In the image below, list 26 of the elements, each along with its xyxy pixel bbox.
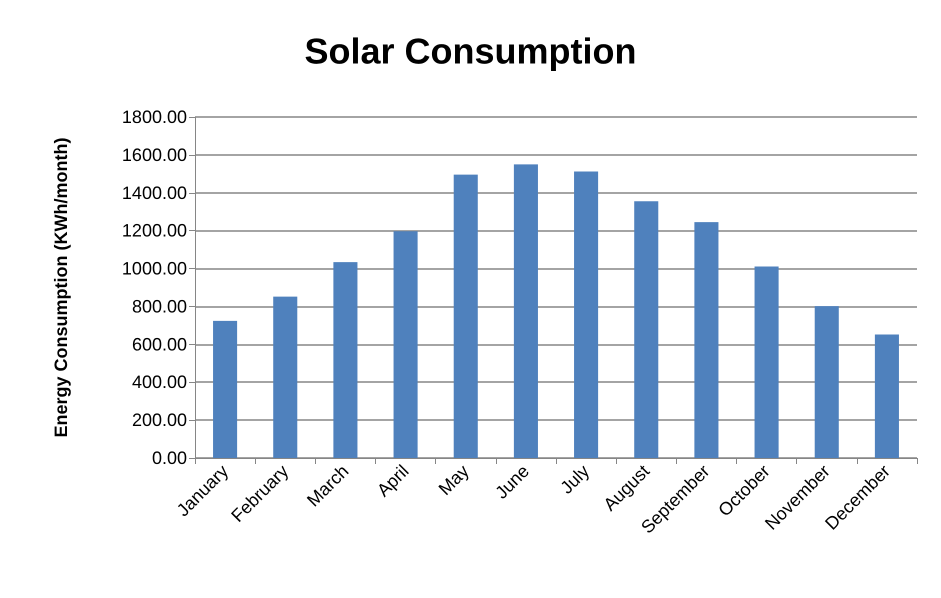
y-tick-label: 200.00 (132, 410, 187, 430)
bar (694, 222, 718, 458)
bar (394, 231, 418, 458)
y-tick-label: 1200.00 (122, 220, 187, 241)
bar (273, 296, 298, 458)
bar (333, 262, 358, 458)
y-axis-title: Energy Consumption (KWh/month) (51, 138, 71, 438)
y-tick-label: 0.00 (152, 448, 187, 468)
y-tick-label: 600.00 (132, 334, 187, 354)
y-tick-label: 1600.00 (122, 144, 187, 165)
bar (874, 334, 899, 458)
x-tick-label: May (434, 460, 473, 500)
y-tick-label: 400.00 (132, 372, 187, 392)
y-tick-label: 1400.00 (122, 182, 187, 203)
y-tick-label: 1000.00 (122, 258, 187, 279)
bar (514, 164, 538, 458)
bar (213, 320, 238, 458)
bar (574, 172, 598, 458)
y-tick-label: 1800.00 (122, 107, 187, 127)
x-tick-label: July (556, 460, 594, 498)
chart-title: Solar Consumption (304, 30, 636, 72)
bar (754, 266, 779, 458)
bar (454, 174, 478, 458)
bar (814, 306, 839, 458)
y-tick-label: 800.00 (132, 296, 187, 316)
bar (634, 201, 658, 458)
